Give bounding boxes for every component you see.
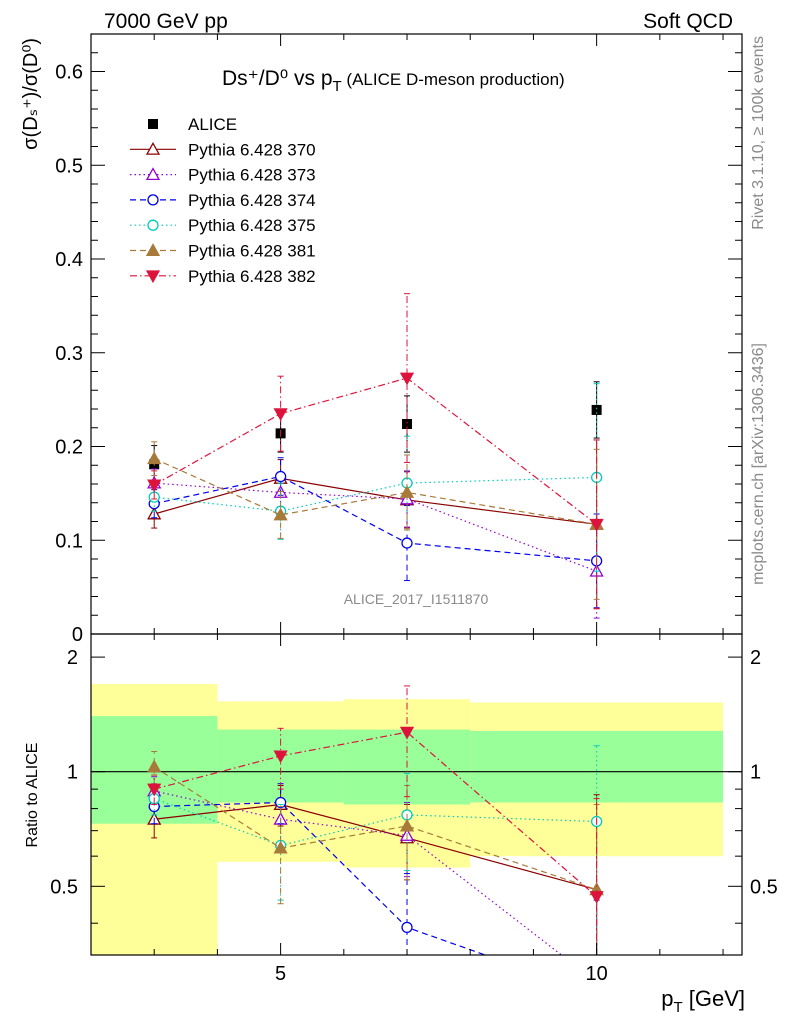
main-title-note: (ALICE D-meson production) — [342, 70, 565, 89]
ratio-y-tick-label-right: 0.5 — [750, 876, 778, 898]
ratio-point-pythia-6-428-382 — [589, 891, 604, 904]
x-tick-label: 10 — [586, 963, 608, 985]
main-point-alice — [402, 419, 413, 429]
legend-item-pythia-6-428-375: Pythia 6.428 375 — [130, 216, 316, 235]
main-series-pythia-6-428-370 — [147, 439, 604, 610]
legend-item-pythia-6-428-370: Pythia 6.428 370 — [130, 140, 316, 159]
main-point-pythia-6-428-382 — [273, 408, 288, 422]
ratio-line-pythia-6-428-370 — [154, 803, 597, 891]
main-y-tick-label: 0.2 — [55, 437, 83, 459]
main-line-pythia-6-428-373 — [154, 482, 597, 572]
main-point-pythia-6-428-381 — [147, 451, 162, 465]
main-point-pythia-6-428-374 — [274, 470, 287, 483]
ratio-line-pythia-6-428-382 — [154, 731, 598, 897]
main-series-pythia-6-428-382 — [147, 293, 604, 610]
legend-marker-pythia-6-428-374 — [147, 194, 159, 206]
main-point-pythia-6-428-382 — [147, 479, 162, 493]
legend-item-pythia-6-428-382: Pythia 6.428 382 — [130, 267, 316, 286]
legend-label-pythia-6-428-382: Pythia 6.428 382 — [188, 267, 316, 286]
ratio-point-pythia-6-428-381 — [399, 818, 415, 832]
legend-marker-pythia-6-428-375 — [147, 219, 159, 231]
main-series-alice — [149, 381, 602, 484]
main-point-alice — [591, 404, 602, 415]
legend-marker-pythia-6-428-373 — [145, 167, 161, 181]
legend-label-pythia-6-428-370: Pythia 6.428 370 — [188, 140, 316, 159]
main-line-pythia-6-428-382 — [153, 377, 597, 525]
header-right-label: Soft QCD — [643, 10, 733, 33]
main-series-pythia-6-428-374 — [148, 457, 603, 609]
main-line-pythia-6-428-370 — [154, 477, 597, 525]
legend-marker-pythia-6-428-382 — [145, 270, 161, 284]
main-point-pythia-6-428-381 — [273, 507, 288, 521]
legend-label-pythia-6-428-374: Pythia 6.428 374 — [188, 191, 316, 210]
side-label-mcplots: mcplots.cern.ch [arXiv:1306.3436] — [750, 343, 767, 585]
main-point-pythia-6-428-382 — [589, 518, 604, 532]
main-point-pythia-6-428-381 — [399, 485, 415, 498]
main-y-tick-label: 0.3 — [55, 343, 83, 365]
legend-item-pythia-6-428-381: Pythia 6.428 381 — [130, 242, 316, 261]
legend-label-pythia-6-428-381: Pythia 6.428 381 — [188, 242, 316, 261]
legend-label-pythia-6-428-373: Pythia 6.428 373 — [188, 166, 316, 185]
ratio-point-pythia-6-428-374 — [401, 921, 413, 934]
main-y-tick-label: 0.6 — [55, 62, 83, 84]
main-y-tick-label: 0.4 — [55, 249, 83, 271]
main-series-pythia-6-428-381 — [147, 441, 604, 600]
main-line-pythia-6-428-375 — [154, 476, 597, 512]
legend-label-alice: ALICE — [188, 115, 237, 134]
main-title-text: Ds⁺/D⁰ vs p — [222, 67, 333, 90]
ratio-y-tick-label-right: 2 — [750, 647, 761, 669]
ratio-series-pythia-6-428-382 — [147, 685, 604, 955]
ratio-series-pythia-6-428-381 — [147, 750, 604, 955]
ratio-point-pythia-6-428-382 — [399, 726, 415, 740]
ratio-y-axis-label: Ratio to ALICE — [24, 743, 41, 848]
main-point-pythia-6-428-374 — [401, 537, 413, 549]
main-y-tick-label: 0.1 — [55, 530, 83, 552]
main-y-tick-label: 0 — [72, 624, 83, 646]
main-y-tick-label: 0.5 — [55, 155, 83, 177]
header-left-label: 7000 GeV pp — [104, 10, 228, 33]
x-axis-label: pT [GeV] — [661, 986, 745, 1016]
ratio-y-tick-label: 2 — [67, 647, 78, 669]
ratio-point-pythia-6-428-382 — [147, 783, 162, 797]
ratio-y-tick-label: 1 — [67, 762, 78, 784]
ratio-plot-frame — [90, 633, 743, 956]
ratio-y-tick-label-right: 1 — [750, 762, 761, 784]
ratio-point-pythia-6-428-382 — [273, 750, 288, 764]
legend-item-pythia-6-428-374: Pythia 6.428 374 — [130, 191, 316, 210]
main-title-subscript: T — [333, 78, 342, 95]
ratio-point-pythia-6-428-381 — [147, 759, 162, 773]
ratio-point-pythia-6-428-381 — [273, 840, 288, 854]
main-chart-title: Ds⁺/D⁰ vs pT (ALICE D-meson production) — [222, 67, 565, 95]
ratio-y-tick-label: 0.5 — [50, 876, 78, 898]
legend-label-pythia-6-428-375: Pythia 6.428 375 — [188, 216, 316, 235]
x-tick-label: 5 — [275, 963, 286, 985]
legend-marker-pythia-6-428-381 — [145, 243, 161, 256]
main-y-axis-label: σ(Dₛ⁺)/σ(D⁰) — [20, 38, 42, 150]
ratio-line-pythia-6-428-381 — [153, 766, 597, 891]
main-line-pythia-6-428-374 — [154, 475, 597, 562]
side-label-rivet: Rivet 3.1.10, ≥ 100k events — [750, 36, 767, 230]
legend-item-alice: ALICE — [148, 115, 237, 134]
analysis-id-label: ALICE_2017_I1511870 — [344, 591, 489, 607]
main-point-pythia-6-428-382 — [399, 372, 415, 386]
legend-item-pythia-6-428-373: Pythia 6.428 373 — [130, 166, 316, 185]
main-series-pythia-6-428-375 — [148, 383, 603, 572]
ratio-band-alice-uncertainty-inner — [470, 730, 724, 803]
main-line-pythia-6-428-381 — [153, 458, 597, 525]
ratio-point-pythia-6-428-374 — [274, 796, 287, 809]
legend-marker-alice — [148, 119, 158, 129]
ratio-point-pythia-6-428-374 — [592, 989, 602, 999]
ratio-line-pythia-6-428-374 — [154, 801, 487, 955]
legend-marker-pythia-6-428-370 — [145, 141, 161, 155]
